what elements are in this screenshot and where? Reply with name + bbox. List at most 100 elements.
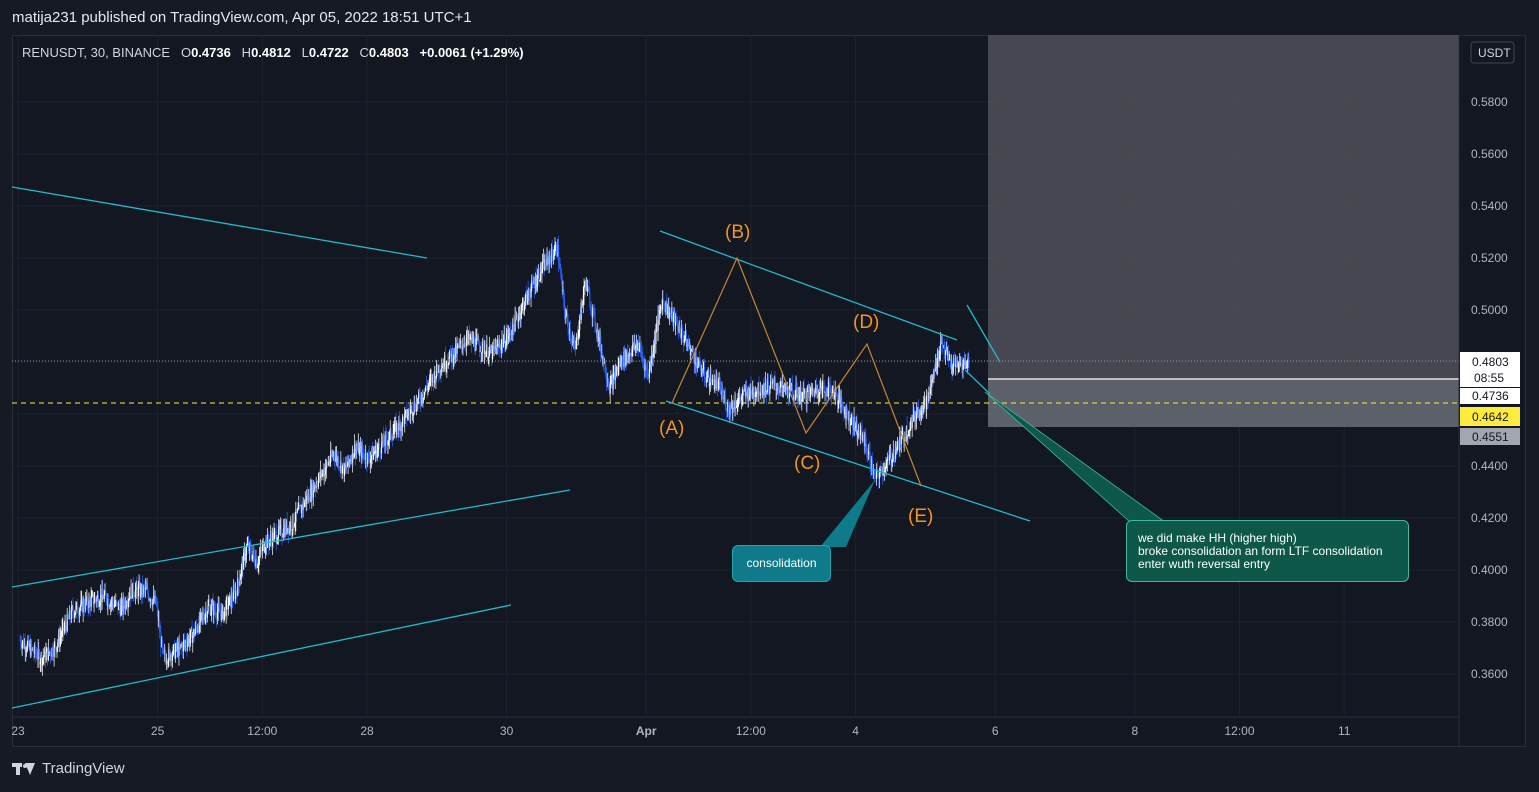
candle-body	[797, 394, 799, 399]
candle-body	[658, 314, 660, 316]
candle-body	[147, 588, 149, 594]
candle-body	[862, 435, 864, 441]
candle-body	[174, 649, 176, 659]
candle-body	[953, 361, 955, 367]
channel-upper[interactable]	[11, 489, 571, 588]
candle-body	[608, 384, 610, 386]
candle-body	[498, 344, 500, 346]
price-scale[interactable]: 0.58000.56000.54000.52000.50000.48000.46…	[1471, 95, 1508, 681]
currency-badge[interactable]	[1470, 41, 1515, 64]
y-tick-label: 0.5000	[1471, 303, 1508, 317]
candle-body	[847, 412, 849, 415]
candle-body	[160, 631, 162, 648]
candle-body	[521, 304, 523, 306]
candle-body	[582, 304, 584, 306]
candle-body	[220, 613, 222, 621]
candle-body	[668, 304, 670, 318]
candle-body	[896, 446, 898, 453]
candle-body	[422, 398, 424, 401]
candle-body	[640, 349, 642, 356]
candle-body	[656, 323, 658, 331]
candle-body	[595, 325, 597, 331]
candle-body	[39, 652, 41, 665]
candle-body	[659, 309, 661, 311]
candle-body	[742, 390, 744, 396]
candle-body	[680, 334, 682, 338]
candle-body	[283, 527, 285, 537]
candle-body	[353, 454, 355, 459]
x-tick-label: 30	[500, 724, 514, 738]
candle-body	[796, 387, 799, 399]
candle-body	[256, 559, 258, 568]
candle-body	[814, 390, 816, 396]
candle-body	[176, 644, 178, 651]
candle-body	[240, 575, 242, 580]
candle-body	[36, 658, 39, 660]
candle-body	[413, 402, 415, 413]
analysis-note-callout[interactable]: we did make HH (higher high) broke conso…	[1126, 520, 1409, 582]
candle-body	[114, 604, 116, 606]
close-label: C	[359, 45, 369, 60]
candle-body	[624, 351, 626, 365]
candle-body	[746, 391, 748, 400]
candle-body	[518, 312, 521, 317]
candle-body	[36, 654, 38, 659]
x-tick-label: 23	[11, 724, 25, 738]
tradingview-logo[interactable]: TradingView	[12, 760, 125, 777]
candle-body	[596, 328, 598, 334]
candle-body	[567, 319, 569, 329]
candle-body	[538, 271, 540, 281]
candle-body	[24, 643, 26, 652]
candle-body	[75, 605, 77, 613]
candle-body	[522, 302, 524, 305]
candle-body	[19, 640, 21, 641]
candle-body	[433, 376, 435, 383]
candle-body	[211, 604, 213, 612]
candle-body	[264, 549, 266, 551]
ltf-lower[interactable]	[964, 369, 991, 395]
consolidation-callout[interactable]: consolidation	[732, 545, 831, 582]
wedge-upper[interactable]	[659, 230, 958, 341]
candle-body	[651, 354, 653, 359]
candle-body	[819, 387, 821, 395]
trendlines[interactable]	[11, 186, 1031, 709]
candle-body	[542, 258, 544, 262]
candle-body	[480, 351, 482, 354]
candle-body	[272, 533, 274, 546]
candle-body	[328, 462, 330, 465]
candle-body	[833, 389, 835, 399]
candle-body	[270, 535, 272, 540]
candle-body	[330, 451, 332, 462]
candle-body	[504, 333, 506, 348]
ltf-upper[interactable]	[966, 304, 1001, 363]
time-scale[interactable]: 23 25 12:00 28 30 Apr 12:00 4 6 8 12:00 11	[11, 724, 1350, 738]
trendline-upper-left[interactable]	[11, 186, 428, 259]
candle-body	[537, 276, 539, 285]
candle-body	[571, 340, 573, 344]
candle-body	[682, 329, 684, 337]
candle-body	[486, 344, 489, 360]
candle-body	[892, 459, 894, 462]
candle-body	[448, 356, 450, 365]
candle-body	[49, 652, 52, 656]
target-zone[interactable]	[988, 35, 1459, 379]
candle-body	[794, 397, 796, 400]
candle-body	[631, 349, 633, 356]
candle-body	[646, 370, 648, 371]
candle-body	[375, 446, 377, 453]
candle-body	[690, 349, 693, 351]
candle-body	[124, 605, 126, 609]
candle-body	[396, 423, 398, 435]
channel-lower[interactable]	[11, 604, 512, 709]
candle-body	[132, 583, 134, 596]
candle-body	[33, 652, 35, 654]
candle-body	[841, 397, 843, 405]
candle-body	[439, 371, 441, 373]
candle-body	[788, 395, 790, 398]
candle-body	[762, 386, 764, 396]
wedge-lower[interactable]	[665, 400, 1031, 522]
wave-path[interactable]	[671, 256, 922, 487]
candle-body	[574, 341, 576, 348]
candle-body	[653, 348, 655, 354]
